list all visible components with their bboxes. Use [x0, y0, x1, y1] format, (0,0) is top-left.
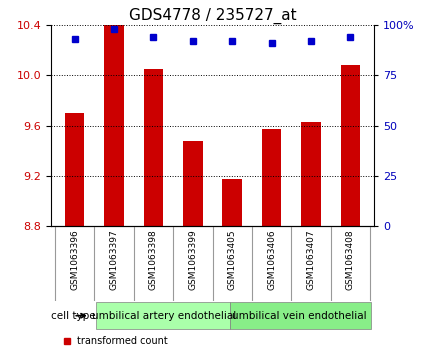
Bar: [262, 129, 281, 226]
Text: umbilical artery endothelial: umbilical artery endothelial: [92, 311, 236, 321]
Text: GSM1063405: GSM1063405: [228, 229, 237, 290]
FancyBboxPatch shape: [96, 302, 230, 329]
Bar: [104, 25, 124, 226]
FancyBboxPatch shape: [230, 302, 371, 329]
Text: GSM1063399: GSM1063399: [188, 229, 197, 290]
Text: GSM1063397: GSM1063397: [110, 229, 119, 290]
Bar: [301, 122, 321, 226]
Bar: [144, 69, 163, 226]
Text: GSM1063407: GSM1063407: [306, 229, 315, 290]
Text: cell type: cell type: [51, 311, 96, 321]
Text: transformed count: transformed count: [77, 336, 167, 346]
Text: umbilical vein endothelial: umbilical vein endothelial: [232, 311, 367, 321]
Text: GSM1063396: GSM1063396: [70, 229, 79, 290]
Bar: [183, 140, 203, 226]
Bar: [65, 113, 85, 226]
Text: GSM1063406: GSM1063406: [267, 229, 276, 290]
Bar: [222, 179, 242, 226]
Text: GSM1063408: GSM1063408: [346, 229, 355, 290]
Text: GSM1063398: GSM1063398: [149, 229, 158, 290]
Bar: [340, 65, 360, 226]
Title: GDS4778 / 235727_at: GDS4778 / 235727_at: [129, 8, 296, 24]
